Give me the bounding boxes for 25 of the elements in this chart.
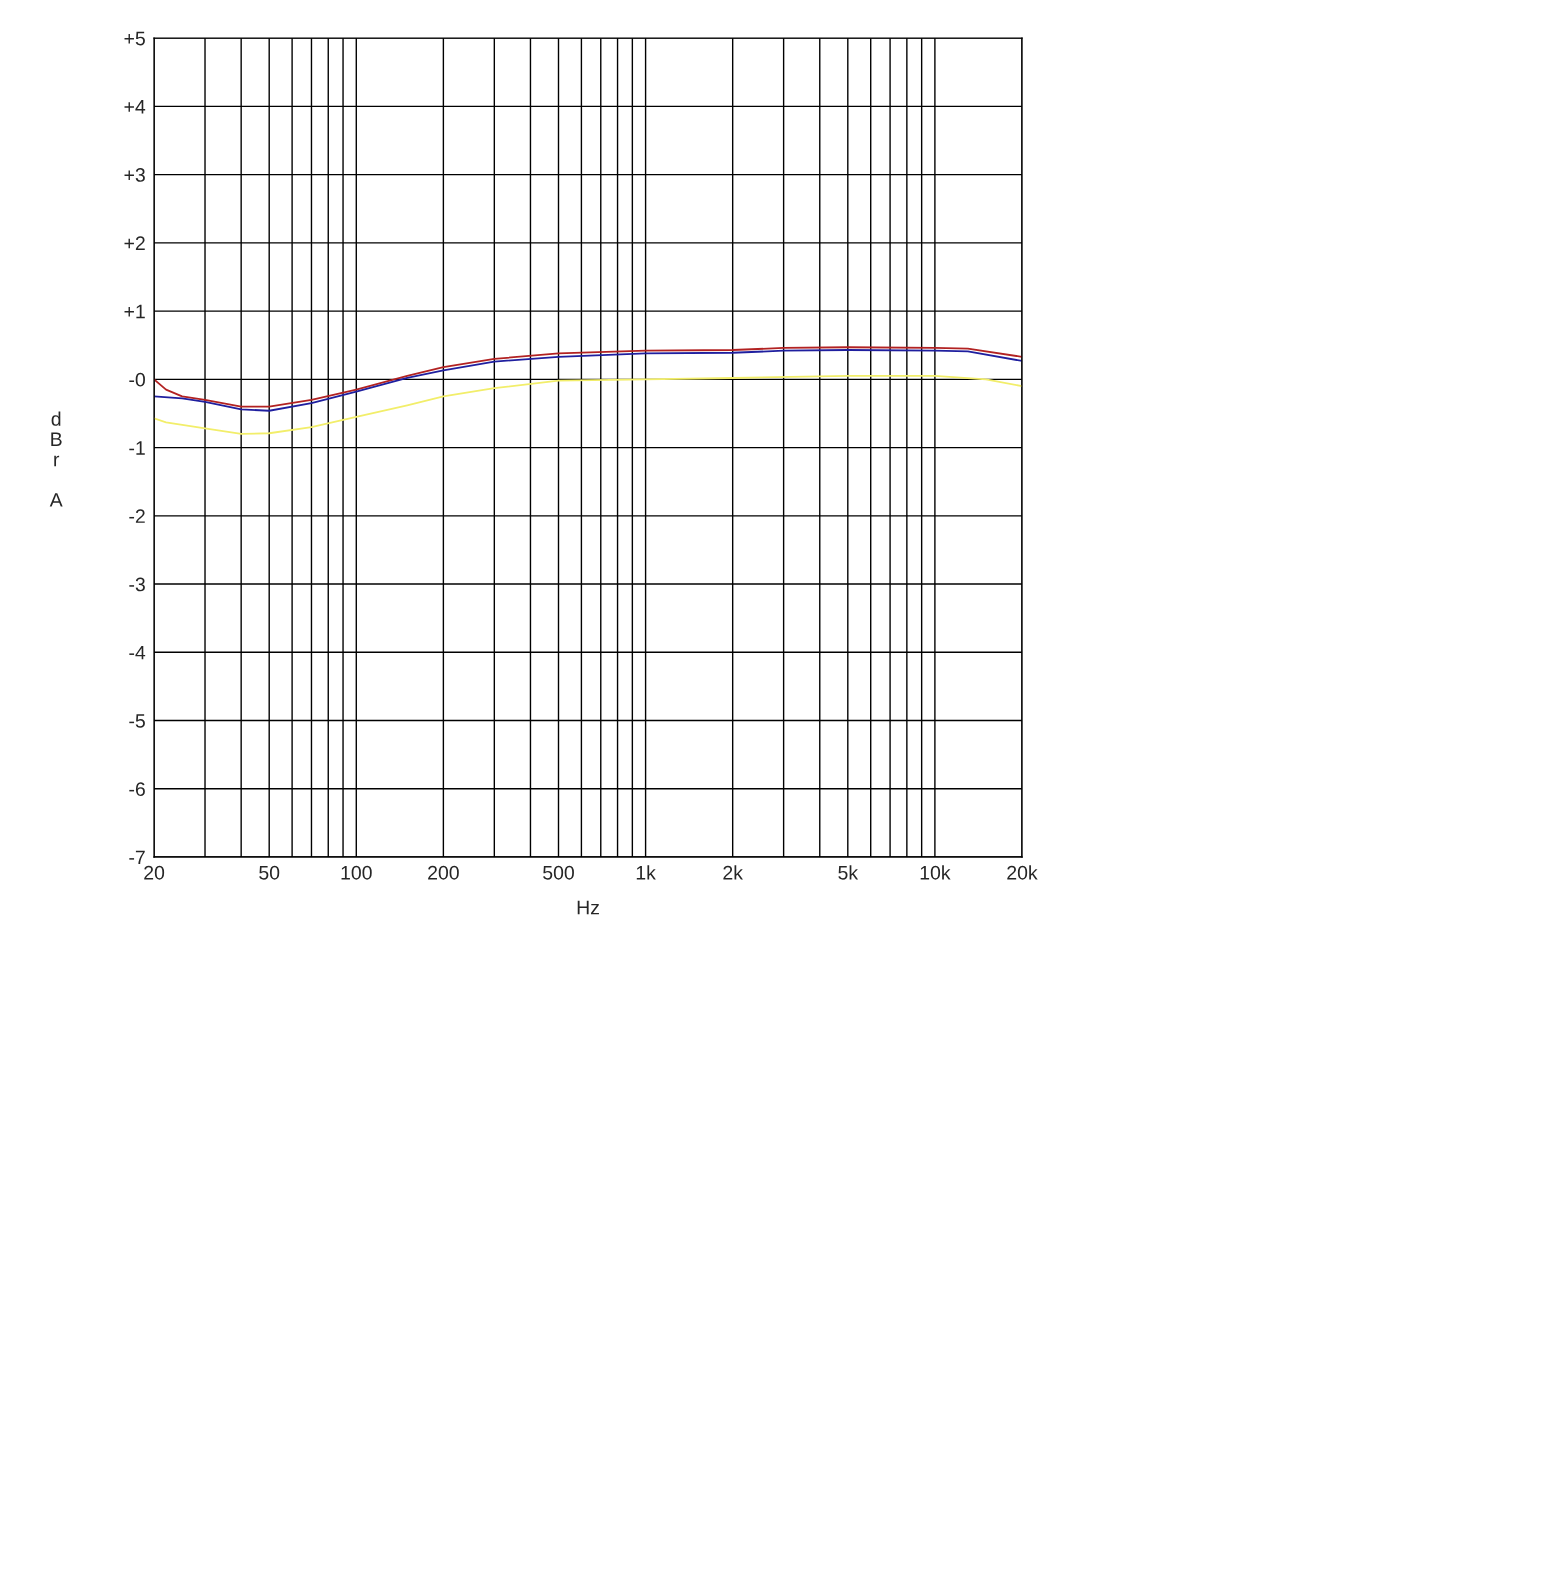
- y-tick-label: -0: [129, 372, 145, 387]
- y-tick-label: +4: [124, 100, 146, 114]
- x-tick-label: 2k: [723, 865, 743, 880]
- x-tick-label: 50: [259, 865, 280, 880]
- y-tick-label: -2: [129, 509, 145, 523]
- y-tick-label: +2: [124, 236, 145, 250]
- y-tick-label: -5: [129, 714, 145, 728]
- x-tick-label: 100: [341, 865, 372, 880]
- x-tick-label: 20: [144, 865, 165, 880]
- text: dBr A: [49, 411, 63, 507]
- y-tick-label: -6: [129, 782, 145, 797]
- x-tick-label: 500: [543, 865, 574, 880]
- x-tick-label: 200: [428, 865, 459, 880]
- x-tick-label: 20k: [1007, 865, 1038, 880]
- y-tick-label: -3: [129, 577, 145, 592]
- y-tick-label: +3: [124, 168, 145, 182]
- x-tick-label: 10k: [920, 865, 951, 880]
- y-tick-label: -7: [129, 850, 145, 865]
- y-tick-label: -1: [129, 441, 145, 455]
- y-tick-label: -4: [129, 645, 146, 660]
- x-tick-label: 5k: [838, 865, 859, 880]
- x-tick-label: 1k: [636, 865, 656, 880]
- x-axis-title: Hz: [577, 900, 599, 915]
- y-tick-label: +5: [124, 31, 145, 46]
- y-tick-label: +1: [124, 304, 145, 319]
